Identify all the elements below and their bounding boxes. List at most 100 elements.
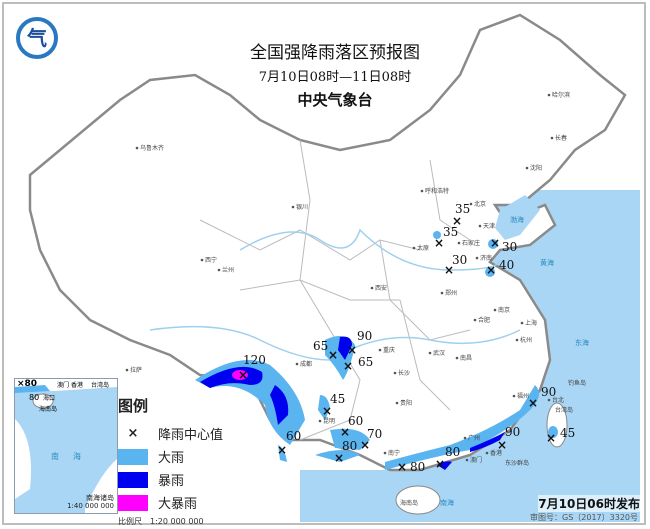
city-dot xyxy=(318,419,322,423)
city-dot xyxy=(550,136,554,140)
city-dot xyxy=(485,451,489,455)
rain-center-value: 35 xyxy=(443,225,458,239)
cross-icon: × xyxy=(334,451,344,465)
city-label: 石家庄 xyxy=(462,239,480,247)
city-dot xyxy=(428,351,432,355)
city-label: 呼和浩特 xyxy=(425,187,449,195)
heavy-rain-area xyxy=(315,450,360,462)
city-dot xyxy=(217,268,221,272)
cross-icon: × xyxy=(546,431,556,445)
city-label: 贵阳 xyxy=(400,399,412,407)
cross-icon: × xyxy=(238,368,248,382)
inset-label-macau: 澳门 xyxy=(57,382,70,389)
city-label: 福州 xyxy=(517,392,529,400)
cross-icon: × xyxy=(435,457,445,471)
cross-icon: × xyxy=(490,236,500,250)
city-dot xyxy=(463,436,467,440)
inset-label-hainan: 海南岛 xyxy=(39,406,58,413)
rain-center-value: 65 xyxy=(313,339,328,353)
province-borders xyxy=(199,139,471,441)
legend-item-center: × 降雨中心值 xyxy=(118,422,223,445)
city-dot xyxy=(291,205,295,209)
rain-center-value: 90 xyxy=(541,385,556,399)
heavy-rain-area xyxy=(548,426,558,438)
cross-icon: × xyxy=(322,404,332,418)
rain-center-value: 60 xyxy=(286,429,301,443)
city-label: 香港 xyxy=(490,449,502,457)
rain-center-value: 80 xyxy=(445,445,460,459)
inset-label-haikou: 海口 xyxy=(43,395,56,402)
city-label: 南昌 xyxy=(460,354,472,362)
city-dot xyxy=(493,308,497,312)
rain-center-value: 45 xyxy=(330,392,345,406)
rain-center-value: 60 xyxy=(348,414,363,428)
rainstorm-area xyxy=(270,385,289,425)
map-scale: 比例尺 1:20 000 000 xyxy=(118,517,204,526)
city-dot xyxy=(412,246,416,250)
rainstorm-area xyxy=(437,461,452,470)
city-label: 乌鲁木齐 xyxy=(140,144,164,152)
rain-center-value: 90 xyxy=(505,425,520,439)
city-label: 重庆 xyxy=(383,346,395,354)
city-label: 北京 xyxy=(474,200,486,208)
sea-label: 南海 xyxy=(440,498,454,507)
city-label: 拉萨 xyxy=(130,366,142,374)
legend-title: 图例 xyxy=(118,397,149,415)
legend-swatch xyxy=(118,448,148,465)
inset-sea-label: 海 xyxy=(73,452,81,461)
legend-swatch xyxy=(118,494,148,511)
city-dot xyxy=(378,348,382,352)
city-dot xyxy=(455,356,459,360)
cross-icon: × xyxy=(486,263,496,277)
city-dot xyxy=(475,256,479,260)
city-label: 郑州 xyxy=(445,289,457,297)
logo: 气 xyxy=(16,17,58,59)
cross-icon: × xyxy=(528,396,538,410)
city-label: 沈阳 xyxy=(530,164,542,172)
city-label: 昆明 xyxy=(323,418,335,425)
island-label: 台湾岛 xyxy=(555,406,573,414)
heavy-rain-area xyxy=(485,267,495,277)
heavy-rain-area xyxy=(330,428,370,450)
legend-item-heavy-rainstorm: 大暴雨 xyxy=(118,491,223,514)
city-dot xyxy=(125,368,129,372)
bohai-sea xyxy=(495,195,540,240)
city-label: 西宁 xyxy=(205,256,217,264)
inset-label-hongkong: 香港 xyxy=(71,382,84,389)
city-dot xyxy=(478,224,482,228)
city-dot xyxy=(420,189,424,193)
city-dot xyxy=(512,394,516,398)
heavy-rain-area xyxy=(318,395,330,420)
city-dot xyxy=(295,362,299,366)
island-label: 海南岛 xyxy=(400,499,418,507)
city-dot xyxy=(440,291,444,295)
rain-center-value: 90 xyxy=(357,329,372,343)
heavy-rain-area xyxy=(278,445,287,462)
heavy-rain-area xyxy=(488,239,498,249)
island-label: 钓鱼岛 xyxy=(568,379,586,387)
issuer: 中央气象台 xyxy=(297,91,373,109)
sea-label: 渤海 xyxy=(510,215,524,224)
city-dot xyxy=(473,318,477,322)
cross-icon: × xyxy=(347,343,357,357)
city-label: 兰州 xyxy=(222,266,234,274)
rain-center-value: 80 xyxy=(410,460,425,474)
rain-areas xyxy=(195,231,558,470)
city-label: 长春 xyxy=(555,134,567,142)
inset-sea-label: 南 xyxy=(51,452,59,461)
cross-icon: × xyxy=(397,460,407,474)
city-label: 济南 xyxy=(480,254,492,262)
logo-glyph: 气 xyxy=(26,26,47,50)
inset-scale: 1:40 000 000 xyxy=(67,502,114,510)
city-dot xyxy=(525,166,529,170)
city-dot xyxy=(520,321,524,325)
hainan-island xyxy=(395,485,441,515)
city-dot xyxy=(393,371,397,375)
rainstorm-area xyxy=(470,432,505,452)
city-label: 合肥 xyxy=(478,316,490,324)
city-dot xyxy=(469,202,473,206)
city-label: 澳门 xyxy=(470,456,482,464)
rain-center-value: 35 xyxy=(455,202,470,216)
cross-icon: × xyxy=(340,425,350,439)
city-label: 长沙 xyxy=(398,369,410,377)
